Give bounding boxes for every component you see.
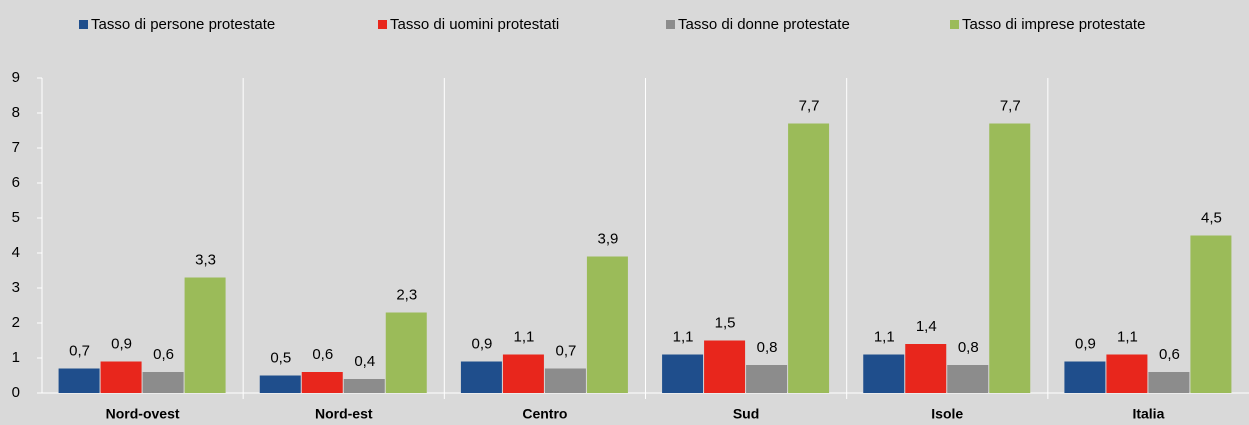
data-label: 1,1 <box>513 328 534 345</box>
x-tick-label: Sud <box>733 406 759 422</box>
data-label: 0,8 <box>757 339 778 356</box>
data-label: 0,6 <box>153 346 174 363</box>
y-tick-label: 1 <box>12 349 20 366</box>
data-label: 0,9 <box>471 335 492 352</box>
data-label: 0,9 <box>111 335 132 352</box>
x-tick-label: Nord-est <box>315 406 373 422</box>
y-tick-label: 7 <box>12 139 20 156</box>
legend-swatch <box>666 20 675 29</box>
data-label: 2,3 <box>396 286 417 303</box>
y-tick-label: 6 <box>12 174 20 191</box>
bar <box>1190 235 1232 393</box>
bar <box>1106 354 1148 393</box>
data-label: 0,8 <box>958 339 979 356</box>
data-label: 4,5 <box>1201 209 1222 226</box>
data-label: 1,4 <box>916 318 937 335</box>
bar <box>1148 372 1190 393</box>
x-tick-label: Italia <box>1132 406 1164 422</box>
data-label: 0,4 <box>354 353 375 370</box>
bar <box>1064 361 1106 393</box>
bar <box>704 340 746 393</box>
x-tick-label: Centro <box>522 406 567 422</box>
bar <box>746 365 788 393</box>
bar <box>385 312 427 393</box>
y-tick-label: 2 <box>12 314 20 331</box>
legend-label: Tasso di donne protestate <box>678 16 850 33</box>
data-label: 0,5 <box>270 349 291 366</box>
x-tick-label: Nord-ovest <box>106 406 180 422</box>
y-tick-label: 8 <box>12 104 20 121</box>
bar <box>343 379 385 393</box>
bar <box>947 365 989 393</box>
y-tick-label: 3 <box>12 279 20 296</box>
bar <box>460 361 502 393</box>
y-tick-label: 0 <box>12 384 20 401</box>
data-label: 0,6 <box>312 346 333 363</box>
bar <box>100 361 142 393</box>
bar <box>58 368 100 393</box>
bar <box>142 372 184 393</box>
legend-label: Tasso di persone protestate <box>91 16 275 33</box>
data-label: 1,1 <box>1117 328 1138 345</box>
data-label: 1,1 <box>673 328 694 345</box>
data-label: 1,5 <box>715 314 736 331</box>
bar <box>301 372 343 393</box>
bar <box>788 123 830 393</box>
bar <box>989 123 1031 393</box>
data-label: 7,7 <box>1000 97 1021 114</box>
bar <box>662 354 704 393</box>
data-label: 7,7 <box>799 97 820 114</box>
data-label: 0,9 <box>1075 335 1096 352</box>
legend-label: Tasso di uomini protestati <box>390 16 559 33</box>
bar <box>544 368 586 393</box>
data-label: 3,9 <box>597 230 618 247</box>
legend-swatch <box>79 20 88 29</box>
bar <box>586 256 628 393</box>
bar <box>259 375 301 393</box>
y-tick-label: 4 <box>12 244 20 261</box>
data-label: 3,3 <box>195 251 216 268</box>
legend-swatch <box>950 20 959 29</box>
x-tick-label: Isole <box>931 406 963 422</box>
y-tick-label: 5 <box>12 209 20 226</box>
legend-swatch <box>378 20 387 29</box>
bar <box>184 277 226 393</box>
data-label: 1,1 <box>874 328 895 345</box>
bar <box>502 354 544 393</box>
data-label: 0,6 <box>1159 346 1180 363</box>
legend-label: Tasso di imprese protestate <box>962 16 1145 33</box>
data-label: 0,7 <box>555 342 576 359</box>
y-tick-label: 9 <box>12 69 20 86</box>
bar <box>905 344 947 393</box>
data-label: 0,7 <box>69 342 90 359</box>
bar <box>863 354 905 393</box>
